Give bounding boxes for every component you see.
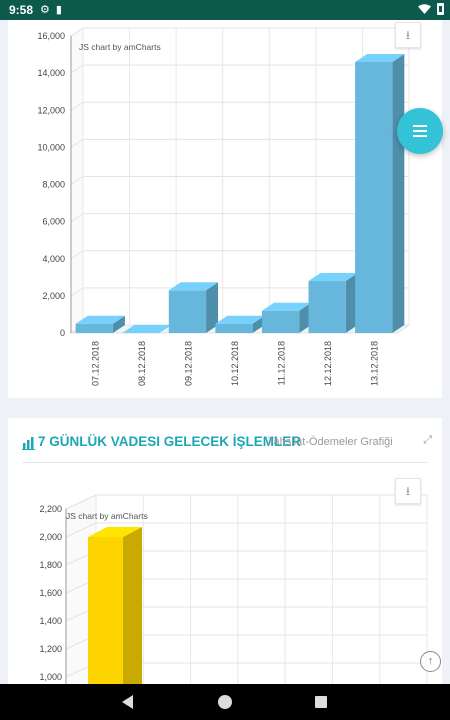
bar-side <box>299 302 312 333</box>
x-tick-label: 11.12.2018 <box>277 341 287 385</box>
bar-top <box>308 273 358 282</box>
amcharts-credit: JS chart by amCharts <box>79 42 161 52</box>
y-tick-label: 1,600 <box>39 588 62 598</box>
grid-line-diagonal <box>70 27 84 37</box>
bar <box>215 323 253 333</box>
bar-side <box>112 315 125 333</box>
download-icon[interactable]: ⭳ <box>395 478 421 504</box>
x-tick-label: 10.12.2018 <box>230 341 240 386</box>
header-divider <box>22 462 428 463</box>
bar-side <box>206 282 219 333</box>
bar <box>168 290 207 333</box>
section-title: 7 GÜNLÜK VADESI GELECEK İŞLEMLER <box>38 434 302 449</box>
x-tick-label: 13.12.2018 <box>370 341 380 386</box>
bar-side <box>345 273 358 333</box>
y-tick-label: 8,000 <box>42 180 65 190</box>
bar-top <box>355 53 405 62</box>
expand-icon[interactable]: ⤢ <box>423 434 432 446</box>
y-tick-label: 1,400 <box>39 616 62 626</box>
upcoming-transactions-card: 7 GÜNLÜK VADESI GELECEK İŞLEMLER Tahsila… <box>8 418 442 688</box>
grid-line-diagonal <box>70 101 84 111</box>
bar-top <box>122 325 172 333</box>
bar-side <box>252 315 265 333</box>
menu-fab-button[interactable] <box>397 108 443 154</box>
daily-bar-chart: 0 2,000 4,000 6,000 8,000 10,000 12,000 14,000 1… <box>37 27 411 386</box>
bar <box>75 323 113 333</box>
bar-top <box>75 315 125 324</box>
menu-icon <box>413 125 427 127</box>
grid-line-diagonal <box>70 176 84 185</box>
bar <box>355 61 393 334</box>
bar-top <box>215 315 265 324</box>
grid-line-diagonal <box>70 213 84 223</box>
bar-side <box>392 53 405 334</box>
wifi-icon <box>418 3 431 14</box>
y-tick-label: 14,000 <box>37 68 65 78</box>
recents-icon[interactable] <box>315 696 327 708</box>
bar-top <box>168 282 219 291</box>
back-icon[interactable] <box>122 695 133 709</box>
sd-card-icon: ▮ <box>55 4 62 16</box>
x-tick-label: 09.12.2018 <box>183 341 193 386</box>
home-icon[interactable] <box>218 695 232 709</box>
x-tick-label: 08.12.2018 <box>137 341 147 386</box>
x-tick-label: 07.12.2018 <box>90 341 100 386</box>
section-header: 7 GÜNLÜK VADESI GELECEK İŞLEMLER Tahsila… <box>22 434 432 464</box>
grid-line-diagonal <box>65 522 97 538</box>
status-time: 9:58 <box>9 3 34 17</box>
y-tick-label: 2,200 <box>39 504 62 514</box>
y-tick-label: 2,000 <box>42 291 65 301</box>
grid-line-diagonal <box>70 64 84 74</box>
grid-line-diagonal <box>70 250 84 260</box>
bar <box>88 537 123 688</box>
y-tick-label: 16,000 <box>37 31 65 41</box>
upcoming-bar-chart: 1,000 1,200 1,400 1,600 1,800 2,000 2,200 JS ch… <box>39 494 428 688</box>
grid-line-diagonal <box>70 287 84 297</box>
navigation-bar <box>0 684 450 720</box>
bar-chart-icon <box>22 437 35 450</box>
y-tick-label: 6,000 <box>42 217 65 227</box>
status-bar: 9:58 ⚙ ▮ <box>0 0 450 20</box>
x-tick-label: 12.12.2018 <box>323 341 333 386</box>
y-tick-label: 1,000 <box>39 672 62 682</box>
bar-side <box>123 527 142 688</box>
bar-top <box>261 302 312 311</box>
section-subtitle: Tahsilat-Ödemeler Grafiği <box>268 436 393 448</box>
y-tick-label: 0 <box>60 328 65 338</box>
bar <box>308 281 346 333</box>
gear-icon: ⚙ <box>40 4 50 16</box>
y-tick-label: 12,000 <box>37 105 65 115</box>
bar-top <box>88 527 142 537</box>
y-tick-label: 4,000 <box>42 254 65 264</box>
y-tick-label: 1,800 <box>39 560 62 570</box>
y-tick-label: 1,200 <box>39 644 62 654</box>
y-tick-label: 10,000 <box>37 142 65 152</box>
daily-chart-card: 0 2,000 4,000 6,000 8,000 10,000 12,000 14,000 1… <box>8 20 442 398</box>
arrow-up-icon[interactable]: ↑ <box>420 651 441 672</box>
grid-line-diagonal <box>65 494 97 510</box>
download-icon[interactable]: ⭳ <box>395 22 421 48</box>
amcharts-credit: JS chart by amCharts <box>66 511 148 521</box>
y-tick-label: 2,000 <box>39 532 62 542</box>
grid-line-diagonal <box>70 138 84 148</box>
bar <box>261 310 300 333</box>
battery-icon <box>437 3 444 15</box>
